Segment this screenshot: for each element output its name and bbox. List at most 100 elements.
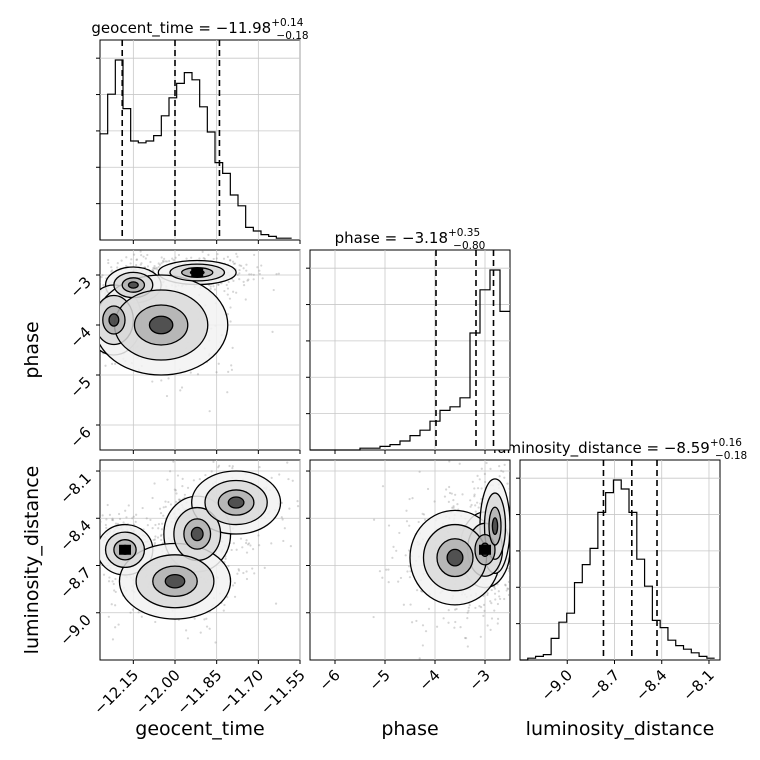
sample-point xyxy=(212,460,215,464)
sample-point xyxy=(237,568,240,571)
hist-bar xyxy=(676,646,684,660)
sample-point xyxy=(486,593,489,597)
density-peak xyxy=(119,544,131,555)
sample-point xyxy=(158,263,162,266)
sample-point xyxy=(478,605,481,608)
hist-outline xyxy=(99,59,292,240)
sample-point xyxy=(476,487,480,490)
sample-point xyxy=(227,280,230,284)
hist-bar xyxy=(440,410,450,450)
hist-bar xyxy=(154,136,162,240)
sample-point xyxy=(398,531,401,535)
sample-point xyxy=(494,598,497,601)
hist-bar xyxy=(691,653,699,660)
sample-point xyxy=(131,608,135,611)
sample-point xyxy=(157,262,160,265)
sample-point xyxy=(272,288,275,292)
sample-point xyxy=(465,637,468,640)
sample-point xyxy=(186,637,190,640)
sample-point xyxy=(92,307,94,309)
sample-point xyxy=(166,478,169,481)
sample-point xyxy=(229,259,232,262)
sample-point xyxy=(508,487,510,490)
sample-point xyxy=(447,621,450,624)
sample-point xyxy=(448,460,451,463)
sample-point xyxy=(466,645,469,648)
sample-point xyxy=(447,608,450,612)
sample-point xyxy=(504,584,507,587)
sample-point xyxy=(72,326,74,328)
sample-point xyxy=(471,480,474,483)
sample-point xyxy=(111,638,115,641)
sample-point xyxy=(435,625,439,628)
sample-point xyxy=(511,527,513,529)
sample-point xyxy=(227,370,230,373)
sample-point xyxy=(378,570,382,573)
hist-bar xyxy=(184,73,192,240)
sample-point xyxy=(94,366,96,368)
sample-point xyxy=(217,283,220,286)
density-contour xyxy=(446,548,464,567)
sample-point xyxy=(408,565,411,568)
x-tick-label-luminosity-distance: −8.4 xyxy=(632,666,670,704)
sample-point xyxy=(92,305,94,307)
sample-point xyxy=(96,292,98,294)
sample-point xyxy=(513,563,515,565)
hist-bar xyxy=(645,586,653,660)
sample-point xyxy=(281,518,284,521)
sample-point xyxy=(217,362,220,365)
sample-point xyxy=(289,544,292,548)
sample-point xyxy=(96,562,98,564)
sample-point xyxy=(111,517,114,520)
sample-point xyxy=(114,522,118,525)
sample-point xyxy=(244,298,247,301)
sample-point xyxy=(287,477,290,481)
density-contour xyxy=(148,315,174,335)
sample-point xyxy=(245,570,248,573)
sample-point xyxy=(156,536,160,539)
sample-point xyxy=(510,508,512,510)
sample-point xyxy=(212,257,215,261)
sample-point xyxy=(169,503,173,506)
sample-point xyxy=(480,467,483,470)
sample-point xyxy=(116,522,119,525)
sample-point xyxy=(96,329,98,331)
hist-bar xyxy=(606,493,614,660)
sample-point xyxy=(372,615,375,619)
sample-point xyxy=(161,522,164,525)
hist-bar xyxy=(637,559,645,660)
histogram-luminosity-distance xyxy=(516,459,721,664)
sample-point xyxy=(153,482,156,485)
sample-point xyxy=(223,603,226,607)
sample-point xyxy=(513,523,515,525)
sample-point xyxy=(235,548,238,551)
sample-point xyxy=(498,595,501,598)
sample-point xyxy=(493,585,496,589)
sample-point xyxy=(253,253,256,257)
sample-point xyxy=(104,364,107,367)
sample-point xyxy=(252,278,255,281)
sample-point xyxy=(157,527,160,530)
sample-point xyxy=(118,517,122,521)
sample-point xyxy=(153,267,156,270)
sample-point xyxy=(96,556,98,558)
sample-point xyxy=(516,554,518,556)
sample-point xyxy=(406,570,409,573)
sample-point xyxy=(497,590,500,593)
sample-point xyxy=(451,506,454,509)
sample-point xyxy=(89,316,91,318)
sample-point xyxy=(117,512,121,516)
sample-point xyxy=(245,577,249,581)
sample-point xyxy=(242,571,245,575)
sample-point xyxy=(485,461,488,465)
sample-point xyxy=(214,641,217,644)
hist-bar xyxy=(660,628,668,660)
sample-point xyxy=(107,261,110,265)
sample-point xyxy=(507,567,510,570)
sample-point xyxy=(511,578,513,580)
sample-point xyxy=(51,349,53,351)
sample-point xyxy=(185,629,188,632)
sample-point xyxy=(229,306,232,309)
sample-point xyxy=(454,493,457,496)
hist-bar xyxy=(138,143,146,240)
